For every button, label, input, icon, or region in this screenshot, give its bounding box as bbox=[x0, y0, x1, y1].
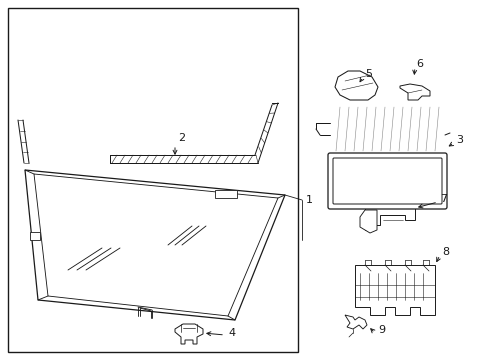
FancyBboxPatch shape bbox=[328, 153, 447, 209]
Text: 4: 4 bbox=[228, 328, 235, 338]
Polygon shape bbox=[360, 210, 377, 233]
Text: 8: 8 bbox=[442, 247, 449, 257]
Text: 5: 5 bbox=[365, 69, 372, 79]
Text: 9: 9 bbox=[378, 325, 385, 335]
Polygon shape bbox=[345, 315, 367, 329]
Polygon shape bbox=[175, 324, 203, 344]
Polygon shape bbox=[335, 71, 378, 100]
Text: 3: 3 bbox=[456, 135, 463, 145]
Bar bbox=[215, 190, 237, 198]
Text: 6: 6 bbox=[416, 59, 423, 69]
Text: 1: 1 bbox=[306, 195, 313, 205]
Text: 2: 2 bbox=[178, 133, 185, 143]
Polygon shape bbox=[400, 84, 430, 100]
Bar bbox=[30, 232, 40, 240]
Text: 7: 7 bbox=[440, 194, 447, 204]
FancyBboxPatch shape bbox=[333, 158, 442, 204]
Polygon shape bbox=[25, 170, 285, 320]
Polygon shape bbox=[355, 265, 435, 315]
Bar bbox=[8, 8, 298, 352]
Polygon shape bbox=[365, 205, 415, 230]
